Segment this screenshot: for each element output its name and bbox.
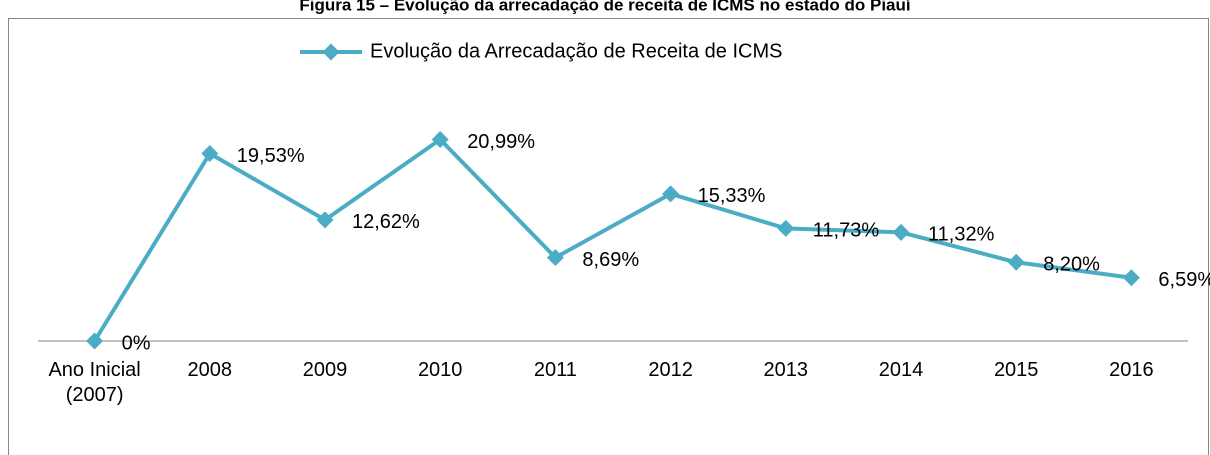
- data-label: 8,20%: [1043, 254, 1100, 276]
- data-label: 19,53%: [237, 145, 305, 167]
- x-tick-label: 2009: [302, 359, 348, 381]
- point-marker: [201, 145, 219, 162]
- x-tick-label: 2013: [763, 359, 809, 381]
- data-label: 8,69%: [582, 249, 639, 271]
- point-marker: [546, 249, 564, 267]
- x-tick-label: 2008: [187, 359, 233, 381]
- data-label: 15,33%: [698, 185, 766, 207]
- x-tick-label: 2015: [993, 359, 1039, 381]
- data-label: 0%: [122, 332, 151, 354]
- data-label: 11,73%: [813, 220, 880, 242]
- chart-border: [8, 18, 1209, 455]
- chart-title: Figura 15 – Evolução da arrecadação de r…: [299, 0, 912, 14]
- x-tick-label: 2012: [648, 359, 693, 381]
- data-label: 12,62%: [352, 211, 420, 233]
- point-marker: [431, 131, 449, 148]
- data-label: 20,99%: [467, 131, 535, 153]
- legend-marker: [322, 43, 340, 61]
- legend-label: Evolução da Arrecadação de Receita de IC…: [370, 40, 782, 62]
- point-marker: [777, 219, 795, 237]
- x-tick-label: 2016: [1109, 359, 1154, 381]
- x-tick-label: 2014: [878, 359, 924, 381]
- point-marker: [662, 185, 680, 203]
- series-line: [92, 137, 1132, 343]
- point-marker: [1007, 253, 1025, 271]
- point-marker: [892, 223, 910, 241]
- x-tick-label: Ano Inicial (2007): [48, 359, 141, 406]
- point-marker: [86, 332, 104, 350]
- data-label: 11,32%: [928, 224, 995, 246]
- point-marker: [316, 211, 334, 229]
- x-tick-label: 2010: [417, 359, 463, 381]
- data-label: 6,59%: [1158, 269, 1210, 291]
- point-marker: [1122, 269, 1140, 287]
- x-tick-label: 2011: [533, 359, 577, 381]
